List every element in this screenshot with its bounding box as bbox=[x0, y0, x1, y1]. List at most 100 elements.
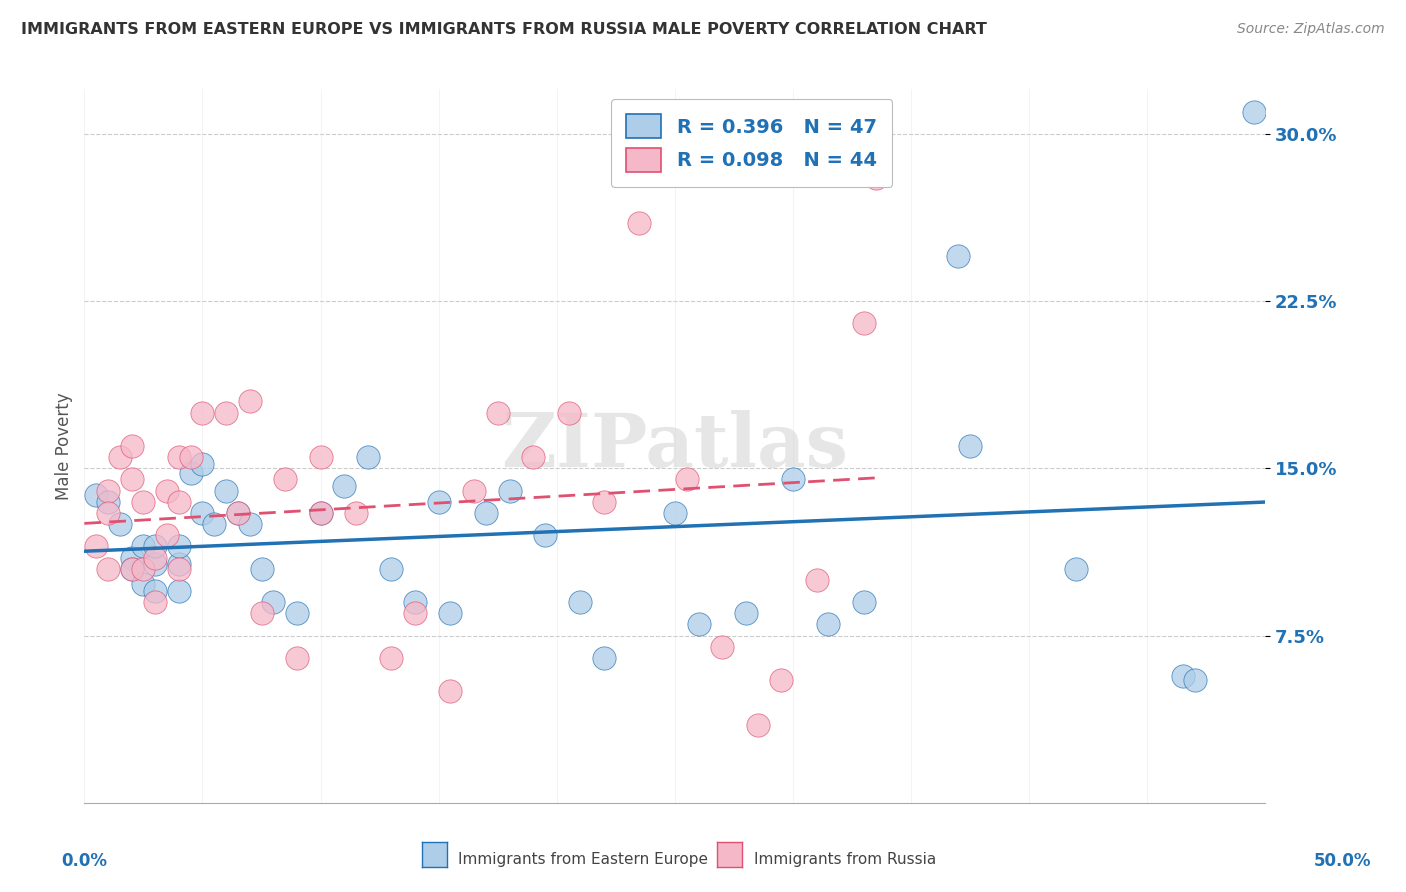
Point bbox=[522, 450, 544, 465]
Point bbox=[593, 651, 616, 665]
Point bbox=[97, 506, 120, 520]
Point bbox=[463, 483, 485, 498]
Point bbox=[309, 450, 332, 465]
Point bbox=[156, 528, 179, 542]
Point bbox=[121, 473, 143, 487]
Point bbox=[215, 405, 238, 420]
Point bbox=[226, 506, 249, 520]
Text: Source: ZipAtlas.com: Source: ZipAtlas.com bbox=[1237, 22, 1385, 37]
Point bbox=[439, 684, 461, 698]
Point bbox=[357, 450, 380, 465]
Text: Immigrants from Russia: Immigrants from Russia bbox=[754, 852, 936, 867]
Point bbox=[770, 673, 793, 687]
Point bbox=[439, 607, 461, 621]
Point bbox=[782, 473, 804, 487]
Point bbox=[534, 528, 557, 542]
Point bbox=[97, 562, 120, 576]
Point bbox=[475, 506, 498, 520]
Point bbox=[344, 506, 367, 520]
Point bbox=[557, 405, 579, 420]
Point bbox=[97, 483, 120, 498]
Point bbox=[380, 562, 402, 576]
Point bbox=[84, 539, 107, 553]
Point bbox=[226, 506, 249, 520]
Point bbox=[688, 617, 710, 632]
Point bbox=[121, 562, 143, 576]
Point bbox=[180, 450, 202, 465]
Point bbox=[628, 216, 651, 230]
Point bbox=[486, 405, 509, 420]
Point bbox=[309, 506, 332, 520]
Point bbox=[143, 550, 166, 565]
Point bbox=[121, 439, 143, 453]
Point bbox=[143, 583, 166, 598]
Point bbox=[97, 494, 120, 508]
Point bbox=[747, 717, 769, 731]
Point bbox=[132, 494, 155, 508]
Point bbox=[121, 550, 143, 565]
Point bbox=[675, 473, 697, 487]
Point bbox=[285, 607, 308, 621]
Point bbox=[1184, 673, 1206, 687]
Text: IMMIGRANTS FROM EASTERN EUROPE VS IMMIGRANTS FROM RUSSIA MALE POVERTY CORRELATIO: IMMIGRANTS FROM EASTERN EUROPE VS IMMIGR… bbox=[21, 22, 987, 37]
Point bbox=[734, 607, 756, 621]
Point bbox=[143, 595, 166, 609]
Point bbox=[404, 595, 426, 609]
Point bbox=[84, 488, 107, 502]
Point bbox=[498, 483, 520, 498]
Point bbox=[239, 394, 262, 409]
Point bbox=[156, 483, 179, 498]
Point bbox=[143, 557, 166, 572]
Point bbox=[167, 539, 190, 553]
Text: 0.0%: 0.0% bbox=[62, 852, 107, 870]
Point bbox=[569, 595, 592, 609]
Point bbox=[215, 483, 238, 498]
Point bbox=[250, 562, 273, 576]
Point bbox=[239, 517, 262, 532]
Point bbox=[167, 557, 190, 572]
Point bbox=[250, 607, 273, 621]
Text: Immigrants from Eastern Europe: Immigrants from Eastern Europe bbox=[458, 852, 709, 867]
Point bbox=[333, 479, 356, 493]
Point bbox=[593, 494, 616, 508]
Point bbox=[1243, 104, 1265, 119]
Legend: R = 0.396   N = 47, R = 0.098   N = 44: R = 0.396 N = 47, R = 0.098 N = 44 bbox=[610, 99, 893, 187]
Point bbox=[664, 506, 686, 520]
Point bbox=[180, 466, 202, 480]
Point bbox=[274, 473, 297, 487]
Point bbox=[1171, 669, 1194, 683]
Point bbox=[108, 517, 131, 532]
Point bbox=[202, 517, 225, 532]
Point bbox=[191, 506, 214, 520]
Point bbox=[132, 562, 155, 576]
Point bbox=[959, 439, 981, 453]
Point bbox=[948, 249, 970, 264]
Point bbox=[865, 171, 887, 186]
Point bbox=[108, 450, 131, 465]
Text: ZIPatlas: ZIPatlas bbox=[502, 409, 848, 483]
Point bbox=[427, 494, 450, 508]
Point bbox=[262, 595, 284, 609]
Point bbox=[806, 573, 828, 587]
Point bbox=[852, 317, 875, 331]
Point bbox=[167, 450, 190, 465]
Point bbox=[121, 562, 143, 576]
Point bbox=[191, 405, 214, 420]
Point bbox=[167, 494, 190, 508]
Point bbox=[167, 583, 190, 598]
Point bbox=[191, 457, 214, 471]
Point bbox=[167, 562, 190, 576]
Point bbox=[852, 595, 875, 609]
Point bbox=[143, 539, 166, 553]
Point bbox=[380, 651, 402, 665]
Point bbox=[711, 640, 734, 654]
Y-axis label: Male Poverty: Male Poverty bbox=[55, 392, 73, 500]
Point bbox=[132, 539, 155, 553]
Text: 50.0%: 50.0% bbox=[1315, 852, 1371, 870]
Point bbox=[309, 506, 332, 520]
Point bbox=[285, 651, 308, 665]
Point bbox=[404, 607, 426, 621]
Point bbox=[1066, 562, 1088, 576]
Point bbox=[817, 617, 839, 632]
Point bbox=[132, 577, 155, 591]
